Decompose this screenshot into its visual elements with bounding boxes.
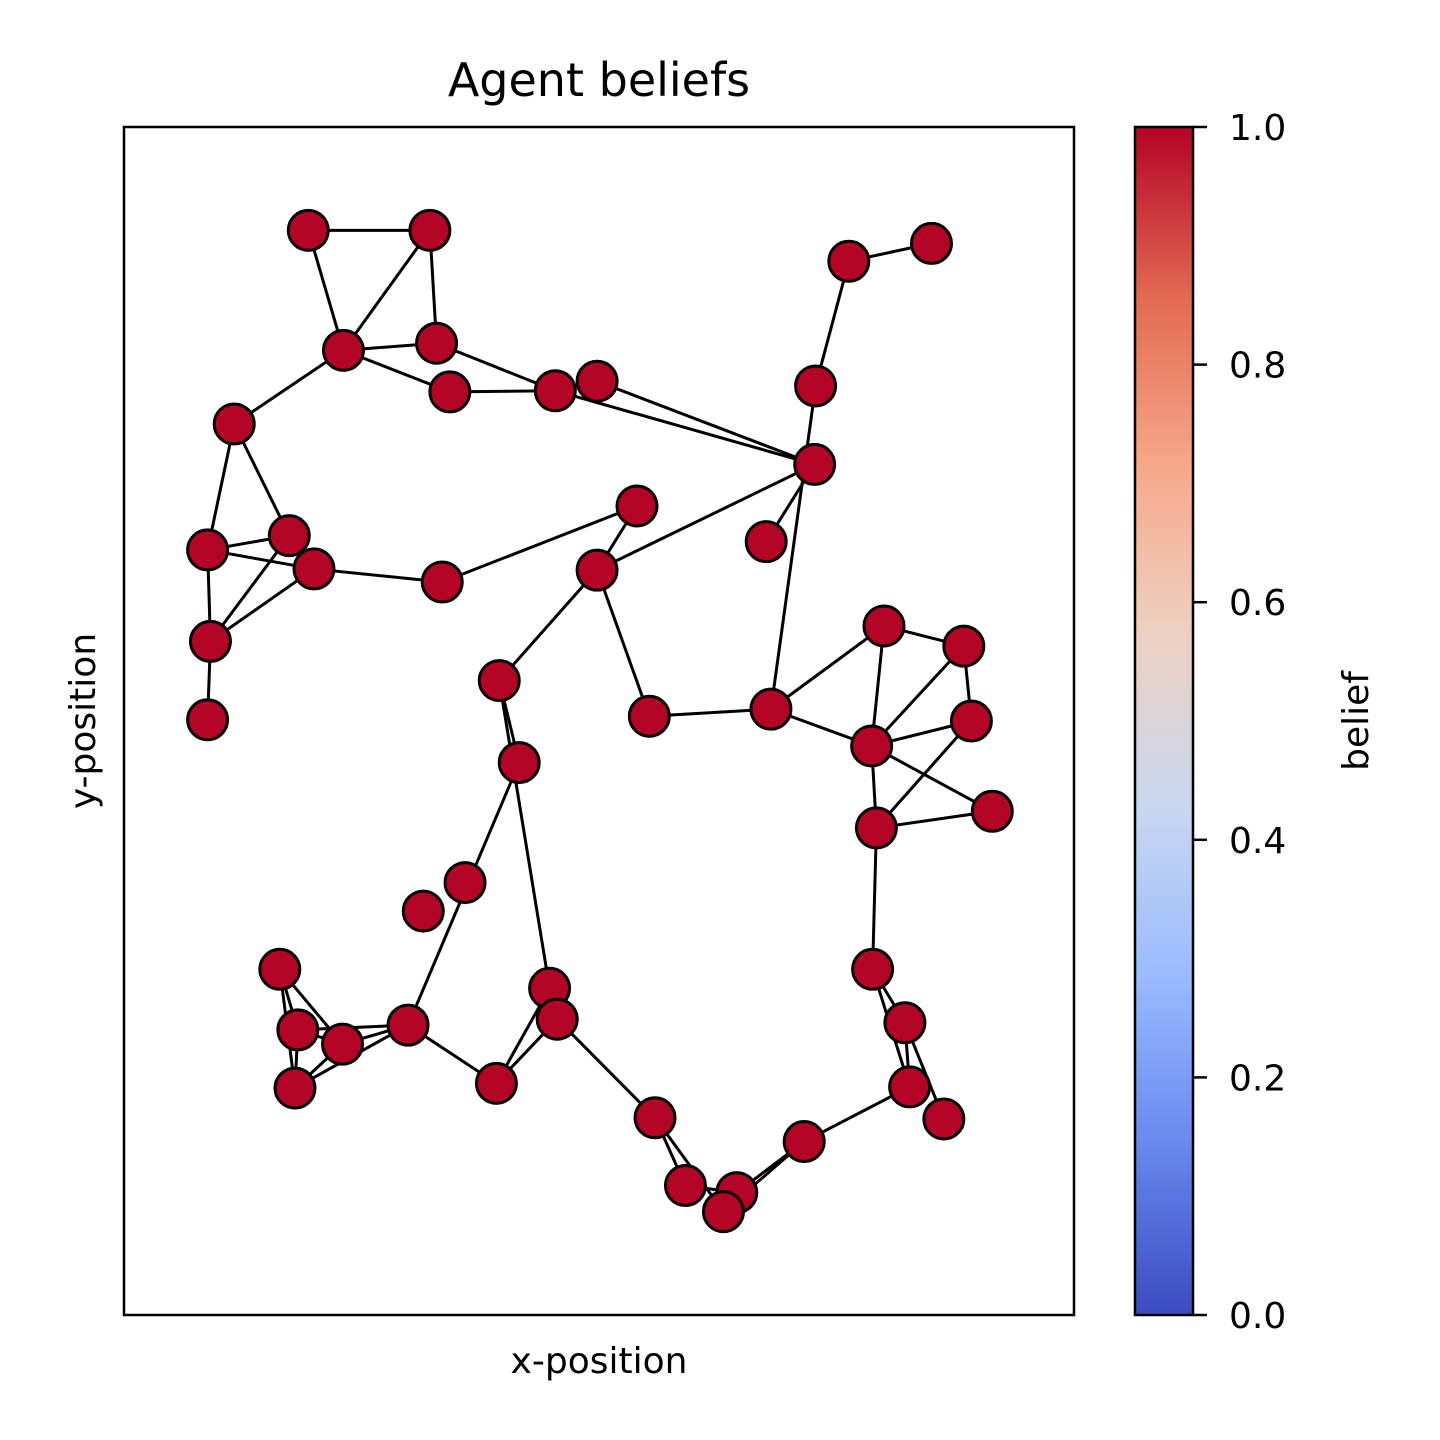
agent-node bbox=[415, 321, 459, 365]
network-edge bbox=[769, 385, 818, 710]
agent-node bbox=[794, 364, 838, 408]
agent-node bbox=[922, 1097, 966, 1141]
network-edge bbox=[770, 624, 885, 711]
colorbar-tick-label: 0.4 bbox=[1229, 821, 1286, 862]
network-edge bbox=[814, 260, 851, 387]
agent-node bbox=[851, 947, 895, 991]
y-axis-label: y-position bbox=[63, 633, 104, 809]
agent-node bbox=[744, 520, 788, 564]
agent-node bbox=[386, 1003, 430, 1047]
agent-node bbox=[292, 547, 336, 591]
colorbar-tick-label: 1.0 bbox=[1229, 108, 1286, 149]
agent-node bbox=[862, 604, 906, 648]
agent-node bbox=[321, 1022, 364, 1066]
agent-node bbox=[633, 1096, 677, 1140]
agent-node bbox=[186, 528, 230, 572]
agent-node bbox=[970, 789, 1014, 833]
agent-node bbox=[186, 698, 230, 742]
x-axis-label: x-position bbox=[511, 1341, 688, 1382]
chart-title: Agent beliefs bbox=[448, 53, 750, 107]
agent-node bbox=[443, 861, 487, 905]
network-edge bbox=[595, 569, 651, 717]
colorbar-ticks: 0.0 0.2 0.4 0.6 0.8 1.0 bbox=[1193, 108, 1286, 1337]
agent-node bbox=[212, 402, 256, 446]
agent-node bbox=[188, 619, 232, 663]
network-edge bbox=[233, 349, 345, 426]
agent-node bbox=[273, 1066, 317, 1110]
agent-node bbox=[749, 687, 793, 731]
plot-frame bbox=[122, 125, 1076, 1317]
agent-node bbox=[883, 1001, 927, 1045]
agent-node bbox=[782, 1120, 826, 1164]
agent-node bbox=[949, 699, 993, 743]
network-edge bbox=[596, 463, 816, 572]
agent-node bbox=[474, 1061, 518, 1105]
network-edge bbox=[871, 827, 878, 970]
network-edge bbox=[441, 504, 638, 584]
agent-node bbox=[477, 659, 521, 703]
agent-node bbox=[321, 328, 365, 372]
agent-node bbox=[408, 208, 452, 252]
agent-node bbox=[286, 208, 330, 252]
agent-node bbox=[615, 484, 659, 528]
network-edge bbox=[596, 379, 816, 466]
colorbar-tick-label: 0.2 bbox=[1229, 1058, 1286, 1099]
agent-node bbox=[276, 1008, 320, 1052]
agent-node bbox=[258, 947, 302, 991]
network-edge bbox=[498, 569, 599, 682]
agent-node bbox=[428, 370, 472, 414]
agent-node bbox=[535, 997, 579, 1041]
network-edge bbox=[870, 645, 965, 747]
network-edge bbox=[556, 1018, 657, 1119]
agent-node bbox=[627, 694, 671, 738]
network-edge bbox=[870, 744, 994, 813]
colorbar-tick-label: 0.6 bbox=[1229, 583, 1286, 624]
agent-node bbox=[910, 221, 953, 265]
agent-node bbox=[888, 1065, 932, 1109]
colorbar-tick-label: 0.8 bbox=[1229, 346, 1286, 387]
agent-node bbox=[854, 806, 898, 850]
agent-node bbox=[533, 369, 577, 413]
agent-node bbox=[663, 1164, 707, 1208]
agent-node bbox=[420, 560, 464, 604]
agent-node bbox=[267, 514, 311, 558]
network-edge bbox=[875, 720, 973, 829]
agent-node bbox=[827, 239, 871, 283]
agent-node bbox=[793, 442, 837, 486]
agent-node bbox=[401, 889, 445, 933]
network-edge bbox=[342, 229, 432, 352]
nodes-layer bbox=[186, 208, 1014, 1234]
network-edge bbox=[554, 389, 816, 466]
colorbar bbox=[1133, 125, 1195, 1317]
network-edge bbox=[209, 534, 291, 643]
colorbar-label: belief bbox=[1336, 670, 1377, 771]
agent-node bbox=[575, 548, 619, 592]
agent-node bbox=[497, 741, 541, 785]
agent-node bbox=[575, 359, 619, 403]
agent-node bbox=[701, 1190, 745, 1234]
agent-node bbox=[942, 624, 986, 668]
agent-node bbox=[850, 724, 894, 768]
colorbar-tick-label: 0.0 bbox=[1229, 1296, 1286, 1337]
network-edge bbox=[497, 680, 552, 989]
